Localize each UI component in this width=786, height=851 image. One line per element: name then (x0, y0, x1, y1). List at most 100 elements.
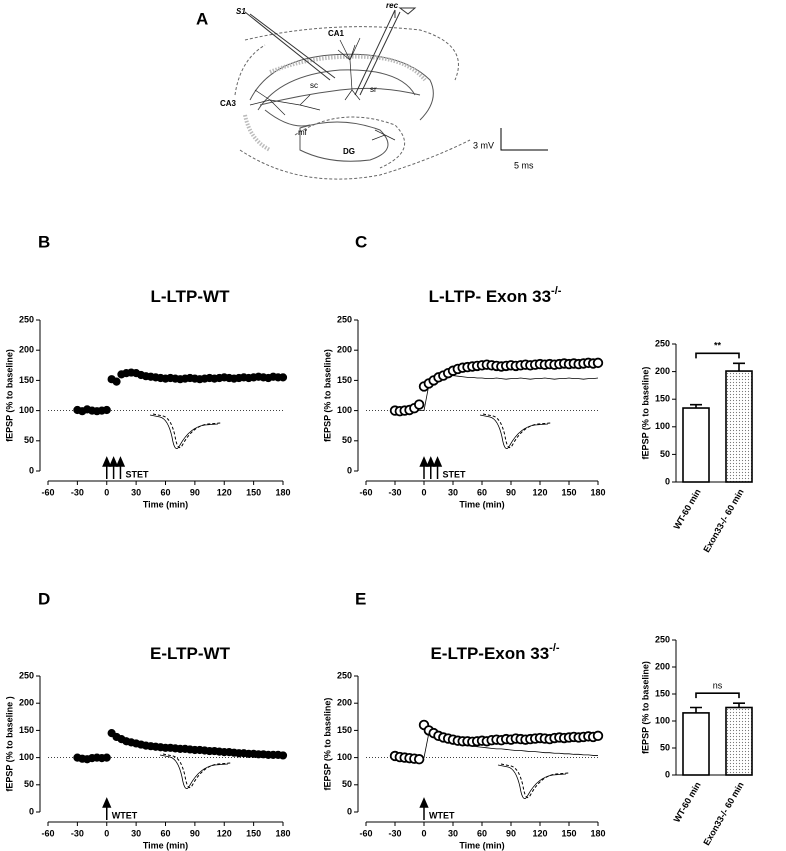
x-axis-label: Time (min) (459, 840, 504, 850)
x-tick-label: 0 (421, 487, 426, 497)
trace (479, 414, 549, 449)
stimulus-arrow (426, 456, 436, 479)
y-tick-label: 200 (655, 366, 670, 376)
x-tick-label: 120 (217, 828, 232, 838)
significance-label: ** (714, 341, 722, 351)
y-axis-label: fEPSP (% to baseline ) (4, 696, 14, 791)
x-tick-label: 120 (217, 487, 232, 497)
x-tick-label: -60 (41, 828, 54, 838)
y-tick-label: 50 (660, 449, 670, 459)
title-text: E-LTP-WT (150, 644, 231, 663)
y-tick-label: 200 (19, 345, 34, 355)
x-tick-label: 0 (421, 828, 426, 838)
y-tick-label: 200 (337, 698, 352, 708)
x-tick-label: 180 (275, 828, 290, 838)
error-bar (733, 362, 745, 372)
chart-title: L-LTP- Exon 33-/- (429, 285, 562, 307)
trace (149, 414, 219, 449)
stimulus-arrow (419, 797, 429, 820)
chart-title: L-LTP-WT (151, 287, 231, 306)
stimulus-arrow (102, 797, 112, 820)
data-point (592, 357, 604, 369)
x-tick-label: -60 (359, 828, 372, 838)
y-tick-label: 150 (19, 725, 34, 735)
data-point (102, 405, 111, 415)
y-tick-label: 0 (665, 769, 670, 779)
x-tick-label: -60 (41, 487, 54, 497)
y-tick-label: 250 (19, 314, 34, 324)
panel-label: E (355, 589, 366, 608)
x-tick-label: 0 (104, 828, 109, 838)
x-tick-label: WT-60 min (672, 780, 703, 824)
bar (725, 370, 753, 483)
title-superscript: -/- (551, 285, 562, 297)
chart-line: B L-LTP-WT 0 50 100 150 200 250 -60 -30 0 30 60 90 120… (4, 232, 290, 509)
x-tick-label: 90 (506, 487, 516, 497)
title-text: L-LTP-WT (151, 287, 231, 306)
trace (482, 413, 552, 449)
diagram-label: mf (298, 128, 308, 137)
x-tick-label: 0 (104, 487, 109, 497)
x-tick-label: 60 (477, 487, 487, 497)
x-tick-label: 150 (561, 487, 576, 497)
stimulus-arrow (102, 456, 112, 479)
y-tick-label: 150 (655, 394, 670, 404)
stimulus-label: WTET (112, 810, 138, 820)
x-tick-label: 60 (160, 828, 170, 838)
significance-bracket (695, 352, 740, 359)
scale-label: 5 ms (514, 160, 534, 170)
y-tick-label: 250 (655, 634, 670, 644)
stimulus-label: WTET (429, 810, 455, 820)
x-tick-label: -30 (388, 828, 401, 838)
trace (152, 413, 222, 449)
x-tick-label: 30 (448, 487, 458, 497)
scale-label: 3 mV (473, 140, 494, 150)
title-superscript: -/- (549, 642, 560, 654)
y-tick-label: 150 (337, 725, 352, 735)
x-axis-label: Time (min) (143, 840, 188, 850)
x-tick-label: Exon33-/- 60 min (701, 487, 745, 554)
x-tick-label: 60 (160, 487, 170, 497)
data-point (413, 754, 425, 765)
y-tick-label: 200 (337, 345, 352, 355)
x-tick-label: 30 (131, 487, 141, 497)
title-text: L-LTP- Exon 33 (429, 287, 551, 306)
hippocampus-diagram: A S1 rec CA1 CA3 sc sr mf DG (196, 1, 471, 180)
y-axis-label: fEPSP (% to baseline) (4, 349, 14, 442)
panel-label: A (196, 9, 208, 28)
y-tick-label: 50 (24, 779, 34, 789)
scale-bar: 3 mV 5 ms (473, 128, 548, 170)
data-point (278, 373, 288, 382)
y-tick-label: 50 (342, 435, 352, 445)
x-tick-label: 90 (190, 487, 200, 497)
y-tick-label: 50 (24, 435, 34, 445)
data-point (413, 399, 425, 410)
y-axis-label: fEPSP (% to baseline) (322, 349, 332, 442)
chart-title: E-LTP-Exon 33-/- (430, 642, 559, 664)
x-tick-label: Exon33-/- 60 min (701, 780, 745, 847)
y-tick-label: 100 (19, 405, 34, 415)
stimulus-arrow (115, 456, 126, 479)
bar (682, 407, 710, 483)
diagram-label: sr (370, 85, 377, 94)
data-point (592, 730, 604, 742)
bar (725, 706, 753, 776)
y-tick-label: 150 (655, 688, 670, 698)
x-tick-label: -30 (71, 828, 84, 838)
x-tick-label: 150 (246, 828, 261, 838)
stimulus-arrow (419, 456, 429, 479)
y-tick-label: 100 (655, 715, 670, 725)
error-bar (733, 702, 745, 708)
trace (159, 754, 229, 789)
significance-label: ns (713, 681, 723, 691)
x-axis-label: Time (min) (459, 499, 504, 509)
diagram-label: rec (386, 1, 399, 10)
y-tick-label: 100 (655, 421, 670, 431)
y-tick-label: 250 (19, 670, 34, 680)
diagram-label: DG (343, 147, 355, 156)
panel-label: D (38, 589, 50, 608)
panel-label: B (38, 232, 50, 251)
y-tick-label: 50 (342, 779, 352, 789)
chart-line: C L-LTP- Exon 33-/- 0 50 100 150 200 250 -60 -30 0… (322, 232, 605, 509)
